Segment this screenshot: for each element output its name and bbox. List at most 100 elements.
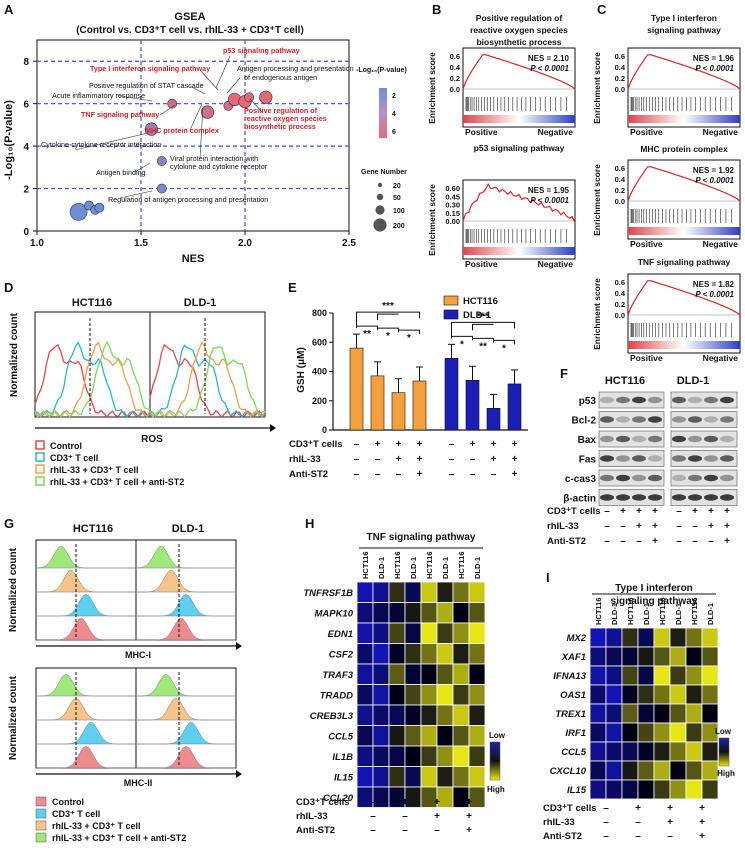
h-cell-8-5 — [436, 745, 454, 767]
panel-letter-a: A — [4, 2, 14, 17]
gsea-title2-B1: reactive oxygen species — [470, 25, 568, 35]
i-cell-3-4 — [653, 684, 671, 705]
gsea-ytick-B2-3: 0.15 — [445, 209, 460, 218]
gsea-nes-C3: NES = 1.82 — [693, 280, 735, 289]
gsea-ytick-C3-1: 0.4 — [615, 289, 626, 298]
f-sign-0-5: + — [692, 506, 698, 517]
h-cell-3-2 — [388, 643, 406, 665]
gsea-ylabel-C1: Enrichment score — [592, 52, 602, 124]
i-gene-2: IFNA13 — [553, 671, 586, 682]
f-band-0-2 — [632, 396, 646, 404]
i-cell-3-5 — [669, 684, 687, 705]
i-col-7: DLD-1 — [706, 603, 715, 625]
f-protein-3: Fas — [579, 455, 597, 466]
f-row-label-1: rhIL-33 — [547, 521, 579, 532]
i-cell-3-1 — [605, 684, 623, 705]
e-bar-hct116-1 — [370, 375, 385, 431]
label-antigen-2: of endogenous antigen — [244, 73, 317, 82]
i-cell-3-7 — [701, 684, 719, 705]
size-legend-title: Gene Number — [361, 169, 407, 176]
i-col-0: HCT116 — [594, 597, 603, 625]
e-bar-hct116-3 — [412, 380, 427, 431]
f-band-1-5 — [688, 416, 702, 423]
f-sign-2-5: – — [692, 536, 698, 547]
f-protein-1: Bcl-2 — [572, 416, 597, 427]
i-cell-5-4 — [653, 722, 671, 743]
i-cell-6-7 — [701, 741, 719, 762]
i-cell-0-6 — [685, 627, 703, 648]
f-sign-1-1: – — [620, 521, 626, 532]
h-cell-5-1 — [372, 684, 390, 706]
e-sign-2-0-3: + — [417, 469, 423, 480]
i-cell-4-7 — [701, 703, 719, 724]
h-legend-bar — [489, 741, 501, 781]
panel-letter-f: F — [560, 366, 568, 381]
e-sign-2-1-0: – — [449, 469, 455, 480]
e-sign-0-0-0: – — [354, 439, 360, 450]
panel-d-ylabel: Normalized count — [9, 312, 20, 397]
f-band-5-0 — [600, 494, 614, 501]
f-blot-hct-5 — [598, 489, 665, 506]
e-ytick-label-4: 800 — [312, 308, 327, 318]
d-legend-swatch-2 — [35, 464, 45, 474]
label-mhc: MHC protein complex — [145, 126, 219, 135]
d-legend-label-2: rhIL-33 + CD3⁺ T cell — [50, 465, 139, 475]
h-cell-8-2 — [388, 745, 406, 767]
panel-a-title: GSEA — [174, 11, 205, 23]
h-row-label-1: rhIL-33 — [296, 811, 328, 822]
h-cell-7-5 — [436, 725, 454, 747]
g-legend-label-1: CD3⁺ T cell — [52, 809, 100, 819]
f-band-3-6 — [704, 455, 718, 462]
panel-f-cell-dld1: DLD-1 — [677, 375, 709, 387]
e-bar-hct116-0 — [349, 347, 364, 431]
f-sign-0-3: + — [652, 506, 658, 517]
i-gene-7: CXCL10 — [550, 766, 587, 777]
h-cell-8-0 — [356, 745, 374, 767]
h-col-6: HCT116 — [457, 551, 466, 579]
f-band-2-5 — [688, 435, 702, 443]
e-sign-2-0-1: – — [375, 469, 381, 480]
gsea-ytick-C3-3: 0.0 — [615, 311, 625, 320]
f-band-0-3 — [648, 396, 662, 404]
h-col-3: DLD-1 — [409, 557, 418, 579]
f-band-2-1 — [616, 435, 630, 443]
i-gene-4: TREX1 — [555, 709, 586, 720]
f-sign-1-2: + — [636, 521, 642, 532]
e-sig-3-dld1: * — [502, 343, 506, 354]
h-cell-7-4 — [420, 725, 438, 747]
i-sign-2-3: + — [699, 831, 705, 842]
e-sign-1-1-2: + — [491, 454, 497, 465]
e-bar-dld1-3 — [507, 383, 522, 431]
h-col-4: HCT116 — [425, 551, 434, 579]
label-ros-3: biosynthetic process — [244, 122, 316, 131]
f-sign-0-4: – — [676, 506, 682, 517]
h-sign-1-1: – — [402, 811, 408, 822]
label-ifn: Type I interferon signaling pathway — [90, 64, 210, 73]
label-cytokine: Cytokine-cytokine receptor interaction — [41, 140, 161, 149]
e-sign-1-1-3: + — [512, 454, 518, 465]
h-cell-9-6 — [452, 766, 470, 788]
gsea-negative-C2: Negative — [703, 239, 739, 249]
panel-letter-e: E — [288, 280, 297, 295]
gsea-ytick-C2-3: 0.0 — [615, 197, 625, 206]
h-cell-9-2 — [388, 766, 406, 788]
h-cell-3-5 — [436, 643, 454, 665]
h-col-7: DLD-1 — [473, 557, 482, 579]
h-cell-2-1 — [372, 622, 390, 644]
h-sign-1-2: + — [434, 811, 440, 822]
g-hist-0-0-1 — [36, 593, 136, 617]
f-sign-2-3: + — [652, 536, 658, 547]
f-band-5-3 — [648, 494, 662, 501]
h-gene-8: IL1B — [332, 752, 353, 763]
panel-g-histograms: HCT116 DLD-1 Normalized count MHC-I Normaliz… — [8, 523, 242, 843]
i-cell-7-2 — [621, 760, 639, 781]
g-arrow-head-1 — [236, 770, 242, 778]
gsea-curve-C3 — [627, 280, 741, 316]
size-tick-20: 20 — [393, 183, 401, 190]
f-band-3-0 — [600, 455, 614, 462]
i-cell-8-6 — [685, 779, 703, 800]
h-cell-4-2 — [388, 663, 406, 685]
point-0 — [69, 203, 88, 221]
colorbar-tick-4: 4 — [392, 111, 396, 118]
